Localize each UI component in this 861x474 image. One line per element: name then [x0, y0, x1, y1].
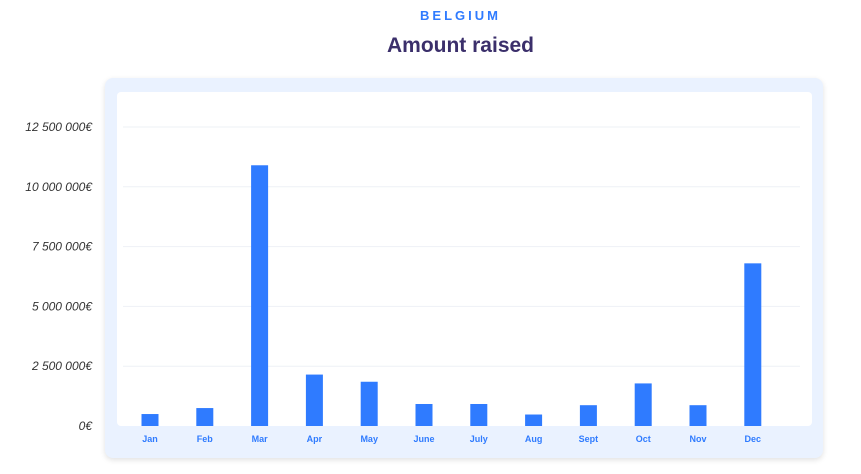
x-tick-label: Mar: [252, 434, 269, 444]
x-tick-label: Dec: [745, 434, 762, 444]
y-tick-label: 10 000 000€: [25, 180, 93, 194]
y-tick-label: 0€: [79, 419, 94, 433]
y-axis-ticks: 0€ 2 500 000€ 5 000 000€ 7 500 000€ 10 000 0…: [25, 120, 93, 433]
x-tick-label: Nov: [689, 434, 706, 444]
bar-july: [470, 403, 488, 426]
bar-mar: [251, 165, 269, 426]
x-tick-label: Jan: [142, 434, 158, 444]
chart-title: Amount raised: [386, 34, 535, 57]
x-tick-label: Sept: [579, 434, 599, 444]
bar-jan: [141, 414, 159, 426]
x-tick-label: May: [360, 434, 378, 444]
bar-nov: [689, 405, 707, 426]
bar-dec: [744, 263, 762, 426]
bar-aug: [525, 414, 543, 426]
x-tick-label: Apr: [307, 434, 323, 444]
x-tick-label: Feb: [197, 434, 214, 444]
bars: [141, 165, 762, 426]
y-tick-label: 2 500 000€: [31, 359, 93, 373]
y-tick-label: 7 500 000€: [32, 240, 93, 254]
bar-feb: [196, 408, 214, 426]
x-tick-label: June: [413, 434, 434, 444]
bar-apr: [305, 374, 323, 426]
chart-subtitle-country: BELGIUM: [420, 8, 501, 23]
x-tick-label: July: [470, 434, 488, 444]
bar-may: [360, 381, 378, 426]
bar-june: [415, 403, 433, 426]
x-tick-label: Oct: [636, 434, 651, 444]
gridlines: [123, 126, 800, 367]
bar-oct: [634, 383, 652, 426]
chart-panel: [117, 92, 812, 426]
x-tick-label: Aug: [525, 434, 543, 444]
x-axis-ticks: Jan Feb Mar Apr May June July Aug Sept Oct Nov Dec: [142, 434, 761, 444]
y-tick-label: 12 500 000€: [25, 120, 93, 134]
bar-sept: [579, 405, 597, 426]
y-tick-label: 5 000 000€: [32, 299, 93, 313]
